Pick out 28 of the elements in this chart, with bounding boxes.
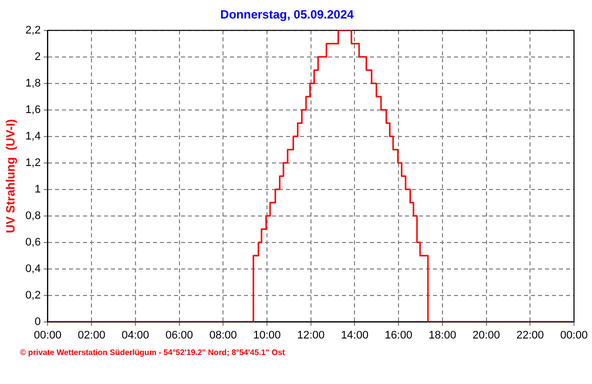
- y-tick-label: 2,2: [25, 24, 41, 36]
- y-tick-label: 0,6: [25, 236, 41, 248]
- y-tick-label: 1,8: [25, 77, 41, 90]
- y-tick-label: 1,4: [25, 130, 41, 142]
- y-tick-label: 0,4: [25, 262, 41, 275]
- y-tick-label: 1,6: [25, 104, 41, 116]
- y-tick-label: 0,8: [25, 210, 41, 222]
- x-tick-label: 04:00: [122, 329, 150, 342]
- x-tick-label: 12:00: [297, 329, 325, 342]
- y-tick-label: 1,2: [25, 156, 41, 169]
- x-tick-label: 14:00: [340, 329, 368, 342]
- x-tick-label: 02:00: [78, 329, 106, 342]
- x-tick-label: 00:00: [560, 329, 588, 342]
- y-tick-label: 0,2: [25, 289, 41, 302]
- x-tick-label: 10:00: [253, 329, 281, 342]
- y-tick-label: 2: [34, 50, 41, 63]
- y-tick-label: 0: [34, 316, 41, 328]
- y-axis-title: UV Strahlung (UV-I): [4, 119, 18, 234]
- x-tick-label: 08:00: [209, 329, 237, 342]
- x-tick-label: 18:00: [428, 329, 456, 342]
- x-tick-label: 22:00: [516, 329, 544, 342]
- y-tick-label: 1: [34, 183, 41, 196]
- chart-title: Donnerstag, 05.09.2024: [220, 8, 354, 22]
- x-tick-label: 06:00: [166, 329, 194, 342]
- x-tick-label: 16:00: [384, 329, 412, 342]
- text: © private Wetterstation Süderlügum - 54°52'19.2" Nord; 8°54'45.1" Ost: [20, 348, 285, 357]
- x-tick-label: 00:00: [34, 329, 62, 342]
- x-tick-label: 20:00: [472, 329, 500, 342]
